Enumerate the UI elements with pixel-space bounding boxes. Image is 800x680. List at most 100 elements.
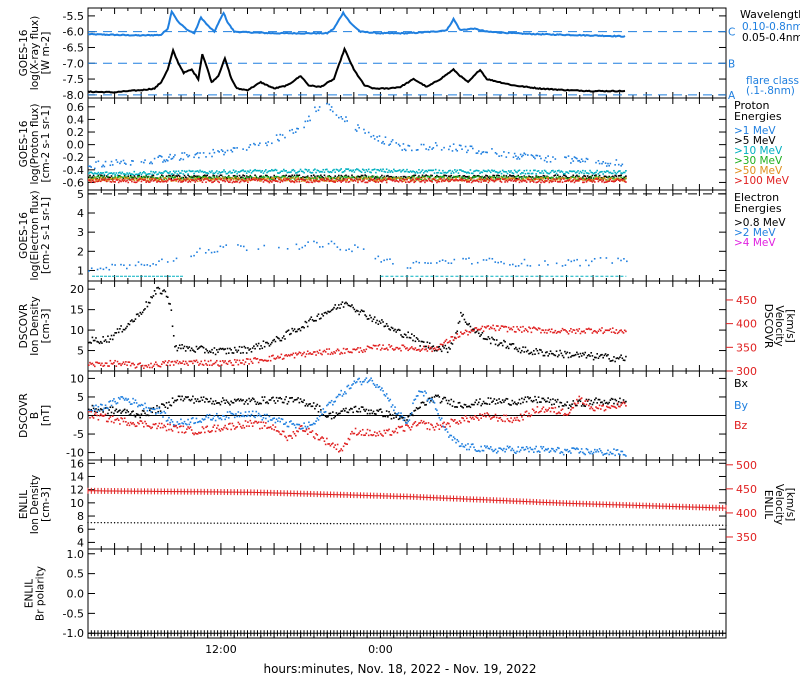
data-point xyxy=(93,167,96,170)
data-point xyxy=(308,403,310,406)
data-point xyxy=(446,179,449,181)
data-point xyxy=(126,409,128,412)
data-point xyxy=(314,351,316,353)
data-point xyxy=(485,170,487,173)
data-point xyxy=(342,177,345,180)
data-point xyxy=(89,165,91,168)
data-point xyxy=(460,405,462,407)
data-point xyxy=(269,399,272,401)
data-point xyxy=(333,179,335,182)
data-point xyxy=(294,172,297,174)
data-point xyxy=(518,169,521,172)
data-point xyxy=(248,349,250,351)
data-point xyxy=(412,261,415,264)
data-point xyxy=(489,326,492,329)
data-point xyxy=(263,177,266,180)
data-point xyxy=(245,149,248,151)
data-point xyxy=(95,178,97,181)
data-point xyxy=(313,240,315,243)
data-point xyxy=(446,402,449,405)
data-point xyxy=(152,171,155,173)
data-point xyxy=(412,339,414,342)
data-point xyxy=(413,174,415,177)
data-point xyxy=(594,178,596,180)
data-point xyxy=(158,287,161,290)
data-point xyxy=(377,140,380,142)
data-point xyxy=(336,413,339,416)
data-point xyxy=(550,179,553,181)
data-point xyxy=(217,364,219,366)
data-point xyxy=(89,341,91,344)
data-point xyxy=(221,171,224,173)
data-point xyxy=(471,172,474,175)
data-point xyxy=(281,418,284,421)
data-point xyxy=(166,175,169,178)
data-point xyxy=(565,180,567,183)
data-point xyxy=(140,365,143,368)
data-point xyxy=(416,176,419,179)
data-point xyxy=(547,355,549,357)
data-point xyxy=(97,160,100,163)
data-point xyxy=(599,329,602,332)
data-point xyxy=(400,171,402,173)
data-point xyxy=(231,181,234,184)
data-point xyxy=(125,180,127,183)
data-point xyxy=(311,423,314,426)
data-point xyxy=(334,304,337,306)
data-point xyxy=(93,176,96,178)
data-point xyxy=(546,175,548,178)
data-point xyxy=(342,393,345,395)
data-point xyxy=(562,174,565,176)
data-point xyxy=(363,177,365,180)
data-point xyxy=(174,399,176,402)
data-point xyxy=(535,178,537,180)
data-point xyxy=(221,397,224,399)
data-point xyxy=(160,178,163,181)
data-point xyxy=(449,340,451,342)
data-point xyxy=(460,179,462,182)
data-point xyxy=(604,329,607,332)
data-point xyxy=(602,176,604,179)
data-point xyxy=(341,118,344,120)
data-point xyxy=(103,178,106,180)
data-point xyxy=(464,175,467,178)
data-point xyxy=(304,179,307,182)
data-point xyxy=(476,329,479,332)
data-point xyxy=(318,180,321,183)
data-point xyxy=(448,341,450,344)
data-point xyxy=(418,178,420,180)
data-point xyxy=(338,393,340,396)
data-point xyxy=(481,175,484,178)
data-point xyxy=(415,407,418,409)
data-point xyxy=(190,179,193,181)
data-point xyxy=(559,349,561,352)
data-point xyxy=(506,330,509,333)
data-point xyxy=(402,177,405,179)
data-point xyxy=(389,177,392,179)
data-point xyxy=(260,402,262,405)
data-point xyxy=(609,162,612,165)
data-point xyxy=(260,358,262,361)
data-point xyxy=(347,181,350,183)
data-point xyxy=(297,423,299,426)
data-point xyxy=(455,148,457,151)
data-point xyxy=(338,174,340,177)
data-point xyxy=(103,407,106,410)
data-point xyxy=(451,178,454,181)
data-point xyxy=(500,154,503,157)
data-point xyxy=(419,345,421,347)
data-point xyxy=(339,393,341,396)
y-tick-label: 20 xyxy=(70,283,84,296)
data-point xyxy=(317,313,320,316)
data-point xyxy=(607,176,609,179)
data-point xyxy=(183,174,186,177)
data-point xyxy=(531,172,534,175)
data-point xyxy=(176,398,179,401)
data-point xyxy=(420,340,423,343)
data-point xyxy=(318,179,321,181)
data-point xyxy=(208,179,211,182)
data-point xyxy=(290,397,292,399)
data-point xyxy=(389,143,392,145)
data-point xyxy=(397,412,400,414)
y-axis-label-line: DSCOVR xyxy=(18,393,30,438)
